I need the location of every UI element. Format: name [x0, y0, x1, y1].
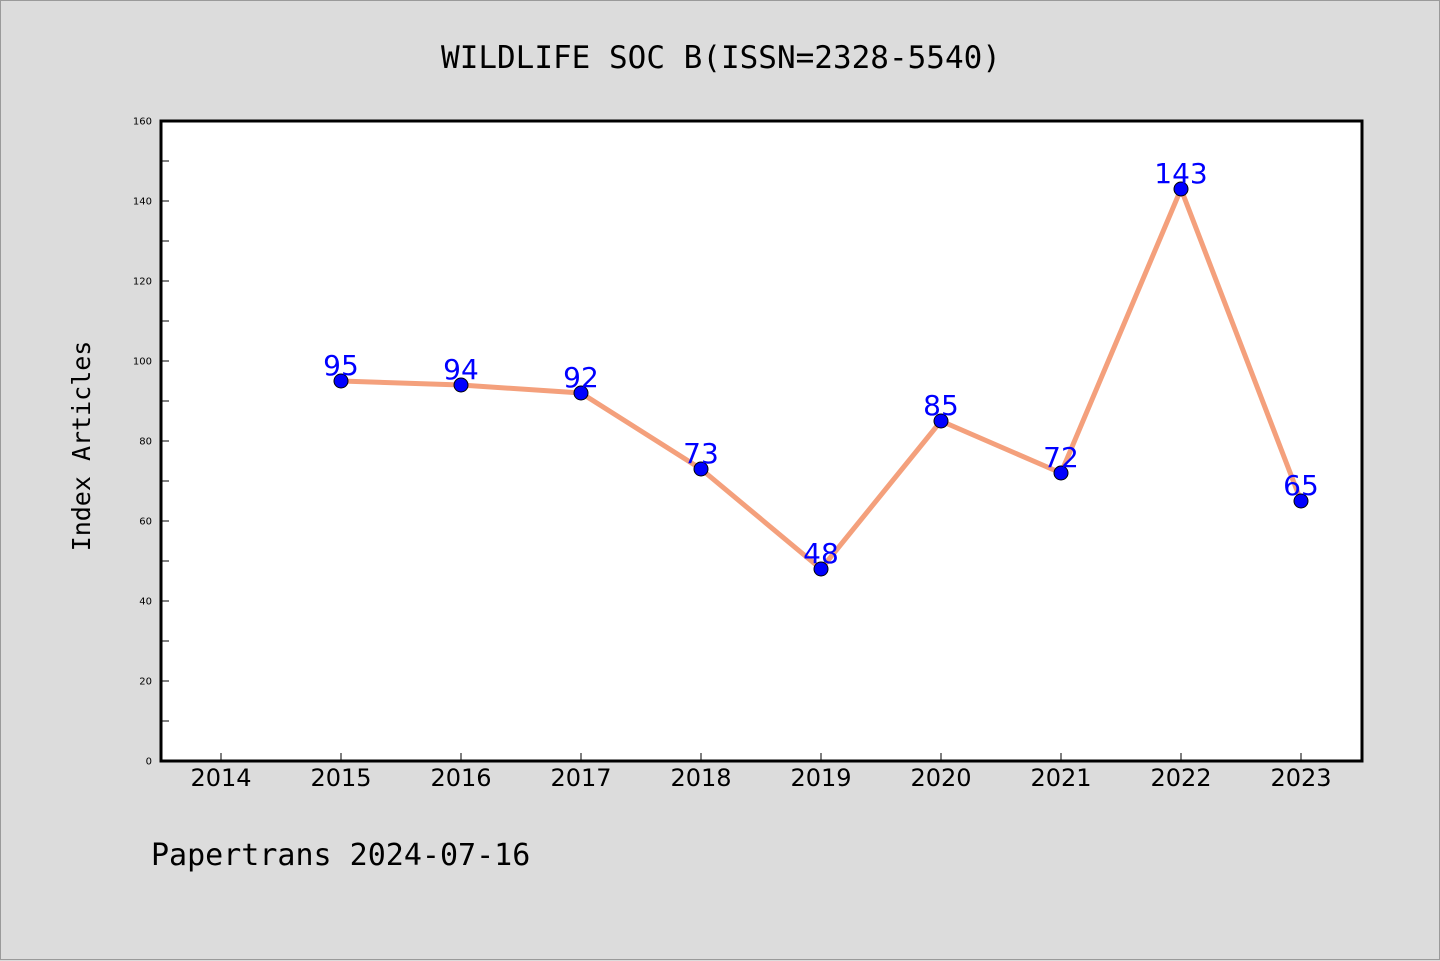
- y-tick-label: 100: [133, 357, 152, 368]
- data-point: [693, 461, 709, 477]
- x-tick-label: 2017: [550, 764, 611, 792]
- x-tick-label: 2014: [190, 764, 251, 792]
- y-tick-label: 140: [133, 197, 152, 208]
- data-point: [453, 377, 469, 393]
- plot-frame: [159, 119, 1364, 763]
- x-tick-label: 2018: [670, 764, 731, 792]
- data-point: [1293, 493, 1309, 509]
- y-tick-label: 20: [139, 677, 152, 688]
- data-point: [1173, 181, 1189, 197]
- chart-title: WILDLIFE SOC B(ISSN=2328-5540): [441, 40, 1001, 76]
- y-tick-label: 80: [139, 437, 152, 448]
- data-point: [333, 373, 349, 389]
- data-point: [573, 385, 589, 401]
- data-label: 143: [1154, 157, 1207, 190]
- series-group: 95 94 92 73 48 85 72 143 65: [323, 157, 1319, 577]
- data-label: 72: [1043, 441, 1079, 474]
- footer-text: Papertrans 2024-07-16: [151, 838, 530, 873]
- x-tick-label: 2022: [1150, 764, 1211, 792]
- y-tick-label: 0: [146, 757, 152, 768]
- y-tick-label: 120: [133, 277, 152, 288]
- y-tick-label: 40: [139, 597, 152, 608]
- x-tick-label: 2019: [790, 764, 851, 792]
- data-point: [1053, 465, 1069, 481]
- x-tick-label: 2015: [310, 764, 371, 792]
- data-point: [933, 413, 949, 429]
- x-tick-label: 2021: [1030, 764, 1091, 792]
- data-label: 73: [683, 437, 719, 470]
- x-tick-label: 2020: [910, 764, 971, 792]
- data-label: 95: [323, 349, 359, 382]
- x-axis: 2014 2015 2016 2017 2018 2019 2020 2021 2022 2023: [190, 753, 1332, 792]
- data-label: 48: [803, 537, 839, 570]
- y-axis-label: Index Articles: [67, 341, 96, 552]
- y-tick-label: 160: [133, 117, 152, 128]
- data-label: 85: [923, 389, 959, 422]
- x-tick-label: 2016: [430, 764, 491, 792]
- y-tick-label: 60: [139, 517, 152, 528]
- data-label: 65: [1283, 469, 1319, 502]
- data-label: 92: [563, 361, 599, 394]
- plot-area: [161, 121, 1362, 761]
- data-point: [813, 561, 829, 577]
- x-tick-label: 2023: [1270, 764, 1331, 792]
- data-label: 94: [443, 353, 479, 386]
